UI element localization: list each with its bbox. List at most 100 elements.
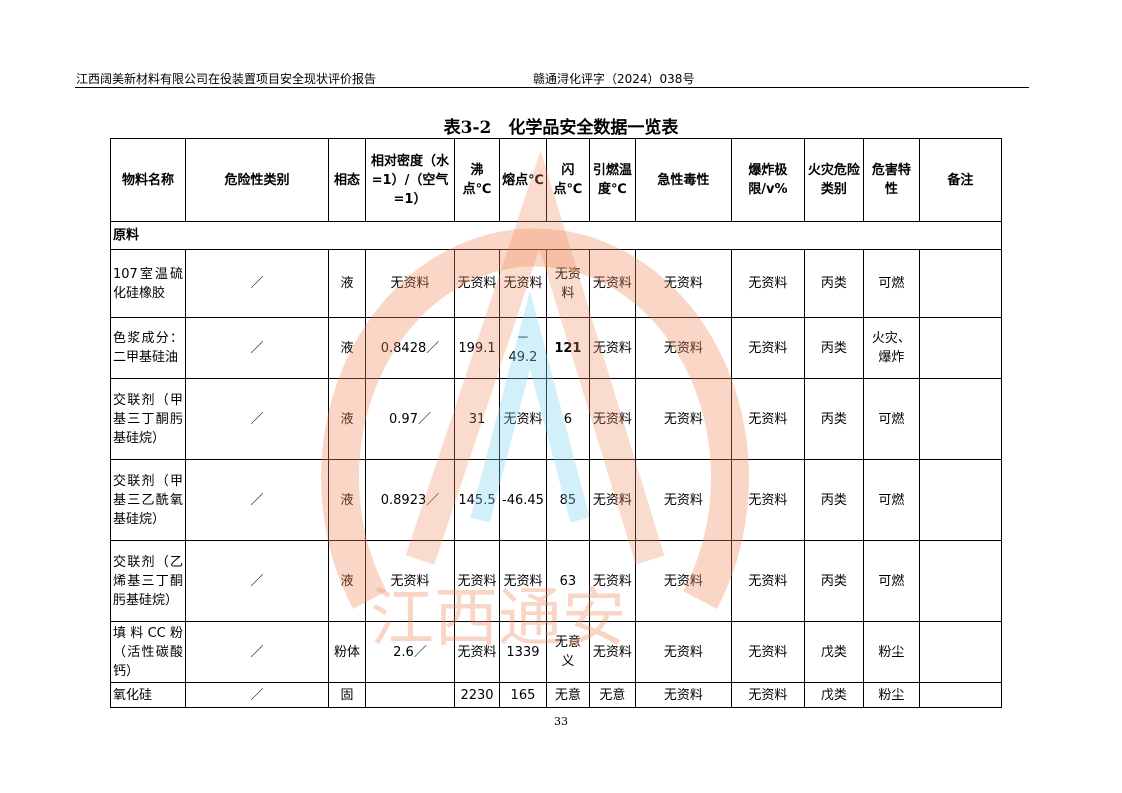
header-right: 赣通浔化评字（2024）038号	[533, 72, 695, 86]
table-cell: 无资料	[730, 621, 805, 683]
column-header: 物料名称	[110, 138, 186, 222]
header-left: 江西阔美新材料有限公司在役装置项目安全现状评价报告	[76, 72, 377, 86]
table-cell: ／	[185, 378, 329, 460]
table-cell: 丙类	[803, 459, 864, 541]
table-cell: 戊类	[803, 621, 864, 683]
column-header: 熔点℃	[499, 138, 547, 222]
table-cell: 无资料	[365, 540, 455, 622]
table-cell: 无资料	[730, 249, 805, 318]
table-cell: 无意义	[545, 621, 590, 683]
table-row: 交联剂（甲基三丁酮肟基硅烷）／液 0.97／ 31 无资料 6 无资料 无资料 无资料 丙类 可燃	[110, 378, 1002, 460]
table-cell: 液	[328, 317, 366, 379]
column-header: 沸点℃	[454, 138, 500, 222]
table-cell: ／	[185, 621, 329, 683]
table-row: 交联剂（乙烯基三丁酮肟基硅烷）／液无资料 无资料 无资料 63 无资料 无资料 无资料 丙类可…	[110, 540, 1002, 622]
table-cell: 无意	[588, 682, 636, 708]
column-header: 爆炸极限/v%	[730, 138, 805, 222]
table-cell: －49.2	[499, 317, 547, 379]
table-cell: 0.8428／	[365, 317, 455, 379]
table-cell	[918, 378, 1002, 460]
table-cell: ／	[185, 317, 329, 379]
column-header: 备注	[918, 138, 1002, 222]
column-header: 相态	[328, 138, 366, 222]
table-cell: 165	[499, 682, 547, 708]
table-cell: 0.8923／	[365, 459, 455, 541]
table-row: 填料CC粉（活性碳酸钙）／粉体 2.6／ 无资料 1339 无意义 无资料 无资料 无资料 戊类…	[110, 621, 1002, 683]
table-cell: 液	[328, 459, 366, 541]
table-cell: 无资料	[730, 317, 805, 379]
chemical-safety-table: 物料名称 危险性类别 相态 相对密度（水=1）/（空气=1） 沸点℃ 熔点℃ 闪点℃ 引燃温度…	[110, 138, 1002, 708]
section-row: 原料	[110, 221, 1002, 250]
table-cell: ／	[185, 540, 329, 622]
column-header: 急性毒性	[634, 138, 732, 222]
table-cell: 无资料	[730, 540, 805, 622]
table-cell: 无意	[545, 682, 590, 708]
material-name: 交联剂（甲基三乙酰氧基硅烷）	[110, 459, 186, 541]
table-cell: ／	[185, 682, 329, 708]
table-cell: 火灾、爆炸	[862, 317, 920, 379]
table-cell: 1339	[499, 621, 547, 683]
table-cell: 无资料	[730, 682, 805, 708]
material-name: 107室温硫化硅橡胶	[110, 249, 186, 318]
table-cell: 丙类	[803, 317, 864, 379]
table-cell: 无资料	[634, 621, 732, 683]
material-name: 填料CC粉（活性碳酸钙）	[110, 621, 186, 683]
column-header: 引燃温度℃	[588, 138, 636, 222]
table-cell: 无资料	[499, 249, 547, 318]
table-cell: 6	[545, 378, 590, 460]
table-cell: 无资料	[730, 459, 805, 541]
table-title: 表3-2 化学品安全数据一览表	[443, 118, 679, 138]
table-cell: 可燃	[862, 459, 920, 541]
table-cell: ／	[185, 249, 329, 318]
table-cell: 无资料	[365, 249, 455, 318]
table-cell	[918, 317, 1002, 379]
table-cell: 可燃	[862, 249, 920, 318]
table-cell: -46.45	[499, 459, 547, 541]
table-cell: 无资料	[730, 378, 805, 460]
column-header: 危险性类别	[185, 138, 329, 222]
table-cell: 无资料	[588, 378, 636, 460]
header-rule	[75, 87, 1029, 88]
table-cell: 丙类	[803, 540, 864, 622]
table-cell: 无资料	[588, 621, 636, 683]
table-cell: 液	[328, 249, 366, 318]
table-cell: 无资料	[634, 540, 732, 622]
table-cell: 无资料	[634, 459, 732, 541]
table-cell: 无资料	[454, 249, 500, 318]
table-cell	[918, 682, 1002, 708]
table-cell	[918, 459, 1002, 541]
table-cell: 无资料	[499, 378, 547, 460]
table-row: 107室温硫化硅橡胶／液无资料 无资料 无资料 无资料 无资料 无资料 无资料 丙类 可燃	[110, 249, 1002, 318]
column-header: 危害特性	[862, 138, 920, 222]
table-cell: 液	[328, 378, 366, 460]
table-cell: 31	[454, 378, 500, 460]
table-cell: 85	[545, 459, 590, 541]
table-cell: 无资料	[454, 540, 500, 622]
column-header: 火灾危险类别	[803, 138, 864, 222]
material-name: 氧化硅	[110, 682, 186, 708]
table-cell: 丙类	[803, 378, 864, 460]
table-cell	[365, 682, 455, 708]
table-cell: ／	[185, 459, 329, 541]
table-cell: 121	[545, 317, 590, 379]
table-cell: 可燃	[862, 540, 920, 622]
table-row: 色浆成分：二甲基硅油／液 0.8428／ 199.1 －49.2 121 无资料 无资料 无资…	[110, 317, 1002, 379]
table-cell: 无资料	[634, 378, 732, 460]
material-name: 交联剂（乙烯基三丁酮肟基硅烷）	[110, 540, 186, 622]
column-header: 闪点℃	[545, 138, 590, 222]
table-cell: 可燃	[862, 378, 920, 460]
table-row: 交联剂（甲基三乙酰氧基硅烷）／液 0.8923／ 145.5 -46.45 85 无资料无…	[110, 459, 1002, 541]
table-cell: 145.5	[454, 459, 500, 541]
page-number: 33	[554, 715, 568, 728]
header-row: 物料名称 危险性类别 相态 相对密度（水=1）/（空气=1） 沸点℃ 熔点℃ 闪点℃ 引燃温度…	[110, 138, 1002, 222]
table-cell: 戊类	[803, 682, 864, 708]
table-cell	[918, 540, 1002, 622]
column-header: 相对密度（水=1）/（空气=1）	[365, 138, 455, 222]
table-cell: 丙类	[803, 249, 864, 318]
material-name: 色浆成分：二甲基硅油	[110, 317, 186, 379]
material-name: 交联剂（甲基三丁酮肟基硅烷）	[110, 378, 186, 460]
table-cell: 199.1	[454, 317, 500, 379]
table-cell: 2.6／	[365, 621, 455, 683]
table-cell: 63	[545, 540, 590, 622]
